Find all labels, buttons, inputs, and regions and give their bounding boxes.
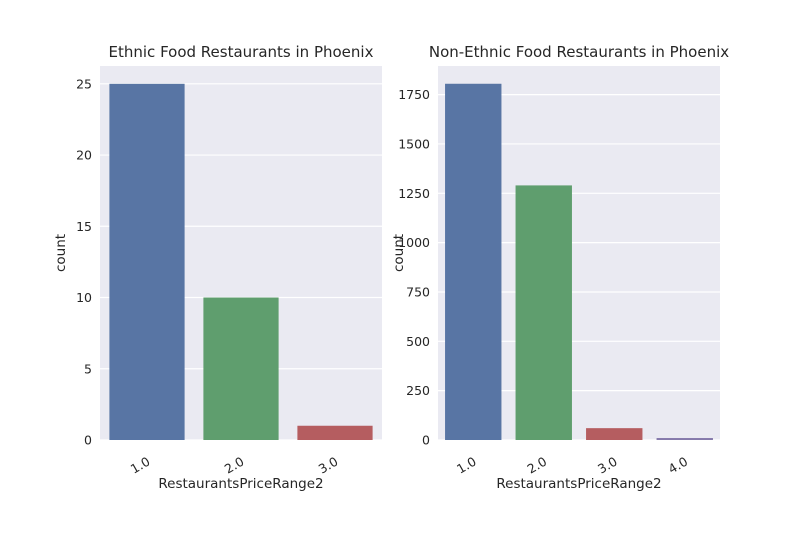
x-ticks: 1.0 2.0 3.0 4.0 (454, 454, 690, 477)
y-axis-label: count (391, 234, 407, 272)
y-tick-label: 15 (76, 219, 92, 234)
y-tick-label: 25 (76, 76, 92, 91)
x-tick-label: 3.0 (316, 454, 341, 477)
x-axis-label: RestaurantsPriceRange2 (496, 476, 661, 492)
bar-3.0 (586, 428, 643, 440)
y-tick-label: 5 (84, 361, 92, 376)
x-tick-label: 1.0 (128, 454, 153, 477)
y-tick-label: 1250 (398, 186, 430, 201)
x-axis-label: RestaurantsPriceRange2 (158, 476, 323, 492)
y-ticks: 0 5 10 15 20 25 (76, 76, 92, 447)
x-tick-label: 1.0 (454, 454, 479, 477)
bar-1.0 (445, 83, 502, 440)
x-ticks: 1.0 2.0 3.0 (128, 454, 341, 477)
y-axis-label: count (53, 234, 69, 272)
chart-title: Non-Ethnic Food Restaurants in Phoenix (429, 43, 729, 61)
y-tick-label: 750 (406, 284, 430, 299)
bar-3.0 (297, 425, 373, 440)
bars (109, 83, 373, 441)
bar-1.0 (109, 83, 185, 441)
y-tick-label: 0 (422, 433, 430, 448)
x-tick-label: 4.0 (666, 454, 691, 477)
y-tick-label: 0 (84, 433, 92, 448)
bars (445, 83, 713, 440)
x-tick-label: 2.0 (525, 454, 550, 477)
y-tick-label: 1500 (398, 136, 430, 151)
chart-title: Ethnic Food Restaurants in Phoenix (109, 43, 374, 61)
y-tick-label: 20 (76, 148, 92, 163)
y-tick-label: 10 (76, 290, 92, 305)
bar-2.0 (203, 297, 279, 440)
y-tick-label: 1750 (398, 87, 430, 102)
x-tick-label: 2.0 (222, 454, 247, 477)
y-tick-label: 500 (406, 334, 430, 349)
y-tick-label: 1000 (398, 235, 430, 250)
y-tick-label: 250 (406, 383, 430, 398)
bar-2.0 (515, 185, 572, 440)
y-ticks: 0 250 500 750 1000 1250 1500 1750 (398, 87, 430, 447)
x-tick-label: 3.0 (595, 454, 620, 477)
bar-4.0 (656, 438, 713, 440)
chart-ethnic: 0 5 10 15 20 25 1.0 2.0 3.0 Ethnic Food Restaur… (53, 43, 382, 492)
